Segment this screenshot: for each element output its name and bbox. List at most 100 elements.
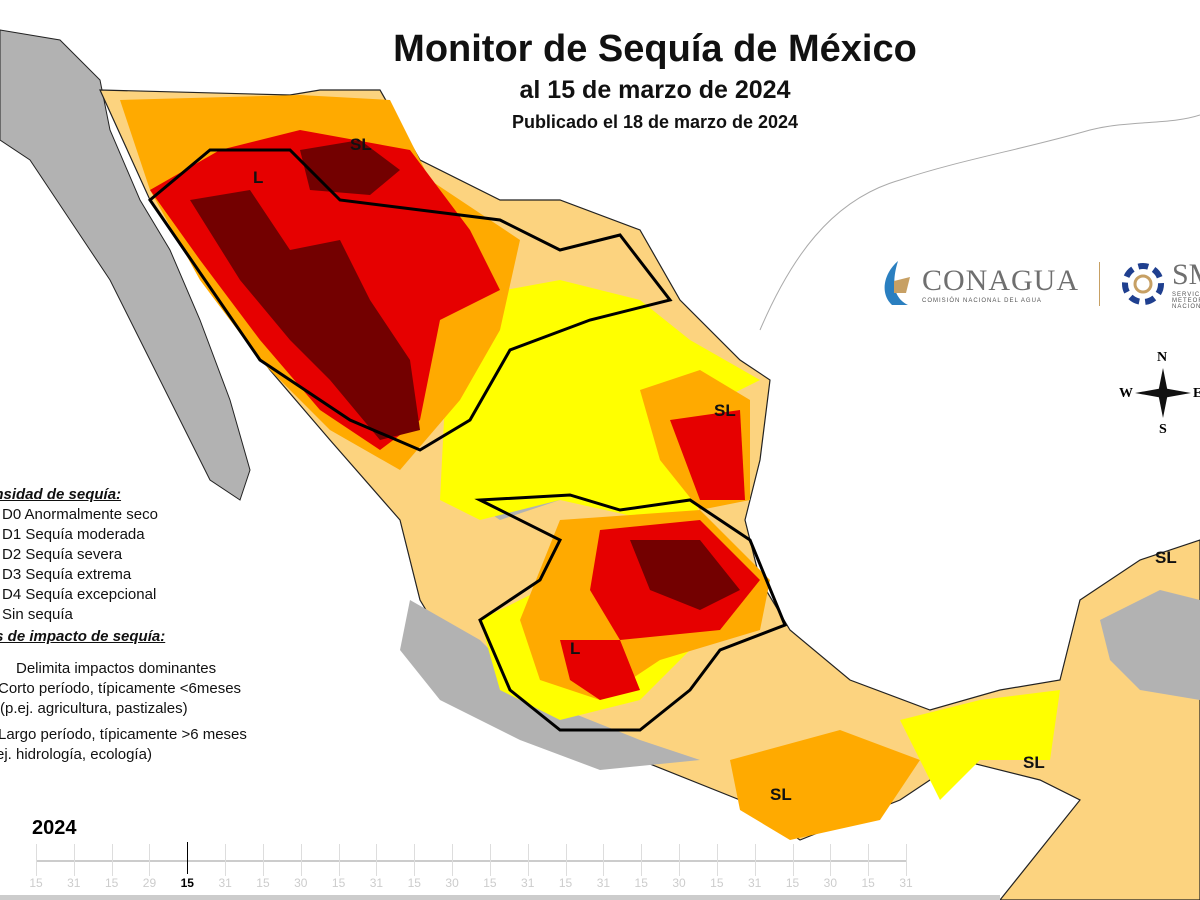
map-subtitle: al 15 de marzo de 2024 [519, 76, 791, 104]
zone-d4-2 [300, 140, 400, 195]
map-label: SL [770, 785, 792, 804]
zone-d0-3 [900, 690, 1060, 800]
timeline-label: 30 [294, 876, 308, 890]
timeline-tick [603, 844, 605, 876]
timeline-label: 15 [710, 876, 724, 890]
legend-impact-short: Corto período, típicamente <6meses [0, 680, 242, 697]
conagua-logo: CONAGUA [922, 264, 1079, 297]
map-title: Monitor de Sequía de México [393, 28, 917, 70]
smn-subtitle: SERVICIO METEOROLÓGICO NACIONAL [1172, 292, 1200, 310]
timeline-label: 15 [558, 876, 573, 890]
map-label: SL [714, 401, 736, 420]
compass-n: N [1157, 350, 1168, 365]
timeline-tick [149, 844, 151, 876]
timeline-tick [338, 844, 340, 876]
timeline-label: 15 [634, 876, 648, 890]
timeline-tick [452, 844, 454, 876]
map-label: L [570, 639, 580, 658]
legend-intensity-header: ensidad de sequía: [0, 486, 122, 503]
legend-item-d3: D3 Sequía extrema [2, 566, 132, 583]
impact-boundary-north [147, 148, 673, 452]
timeline-tick [262, 844, 264, 876]
timeline-label: 15 [104, 876, 119, 890]
timeline-tick [414, 844, 416, 876]
timeline-track [36, 860, 906, 862]
legend-item-none: Sin sequía [2, 606, 73, 623]
timeline-tick [73, 844, 75, 876]
timeline-label: 15 [331, 876, 346, 890]
legend-impact-delimit: Delimita impactos dominantes [16, 660, 217, 677]
legend-item-d2: D2 Sequía severa [2, 546, 123, 563]
timeline-label: 31 [521, 876, 535, 890]
zone-d4-3 [630, 540, 740, 610]
timeline-tick [792, 844, 794, 876]
map-label: SL [350, 135, 372, 154]
published-date: Publicado el 18 de marzo de 2024 [511, 112, 799, 132]
timeline-label: 31 [596, 876, 611, 890]
timeline-label: 15 [407, 876, 421, 890]
timeline-label: 31 [218, 876, 232, 890]
us-coastline [759, 114, 1200, 331]
timeline-label: 31 [748, 876, 762, 890]
conagua-logo-icon [884, 261, 910, 305]
legend-item-d4: D4 Sequía excepcional [2, 586, 157, 603]
timeline-label: 31 [899, 876, 913, 890]
timeline-label: 15 [861, 876, 875, 890]
timeline-tick [906, 844, 907, 876]
legend-impact-short-desc: (p.ej. agricultura, pastizales) [0, 700, 188, 717]
timeline-label: 29 [142, 876, 157, 890]
compass-icon [1135, 368, 1191, 418]
timeline-tick [754, 844, 756, 876]
timeline-tick [565, 844, 567, 876]
timeline-label: 15 [483, 876, 497, 890]
logo-divider [1099, 262, 1100, 306]
timeline-label: 31 [67, 876, 81, 890]
zone-d4 [190, 190, 420, 440]
timeline-tick [36, 844, 37, 876]
timeline-label: 31 [369, 876, 384, 890]
map-label: SL [1155, 548, 1177, 567]
zone-d2-3 [730, 730, 920, 840]
zone-none-2 [400, 600, 700, 770]
timeline-tick [300, 844, 302, 876]
timeline-tick [527, 844, 529, 876]
legend-impact-header: os de impacto de sequía: [0, 628, 166, 645]
map-label: L [253, 168, 263, 187]
timeline-tick [489, 844, 491, 876]
timeline-tick [187, 842, 189, 874]
legend-impact-long-desc: ej. hidrología, ecología) [0, 746, 152, 763]
conagua-subtitle: COMISIÓN NACIONAL DEL AGUA [922, 298, 1042, 304]
smn-logo-icon [1122, 263, 1164, 305]
compass-s: S [1159, 422, 1167, 437]
legend: ensidad de sequía: D0 Anormalmente seco … [0, 485, 247, 765]
timeline-label: 15 [29, 876, 43, 890]
legend-item-d1: D1 Sequía moderada [2, 526, 145, 543]
zone-none-3 [1100, 590, 1200, 700]
map-labels: SL L SL L SL SL SL [253, 135, 1177, 804]
timeline-tick [111, 844, 113, 876]
legend-impact-long: Largo período, típicamente >6 meses [0, 726, 247, 743]
timeline-tick [868, 844, 870, 876]
timeline-label: 30 [672, 876, 686, 890]
timeline-tick [679, 844, 681, 876]
impact-boundary-central [474, 493, 787, 732]
timeline-label: 15 [785, 876, 800, 890]
timeline-year: 2024 [32, 817, 77, 839]
timeline-tick [830, 844, 832, 876]
logos: CONAGUA COMISIÓN NACIONAL DEL AGUA SM SE… [878, 258, 1200, 310]
bottom-bar [0, 895, 1000, 900]
zone-d3-3 [670, 410, 745, 500]
zone-d3-4 [560, 640, 640, 700]
timeline-label: 15 [256, 876, 270, 890]
timeline-label: 30 [445, 876, 459, 890]
smn-logo: SM [1172, 258, 1200, 291]
compass-e: E [1193, 386, 1200, 401]
legend-item-d0: D0 Anormalmente seco [2, 506, 158, 523]
map-label: SL [1023, 753, 1045, 772]
timeline-label: 15 [180, 876, 194, 890]
timeline-tick [225, 844, 227, 876]
timeline-tick [716, 844, 718, 876]
timeline-tick [376, 844, 378, 876]
compass-w: W [1119, 386, 1133, 401]
